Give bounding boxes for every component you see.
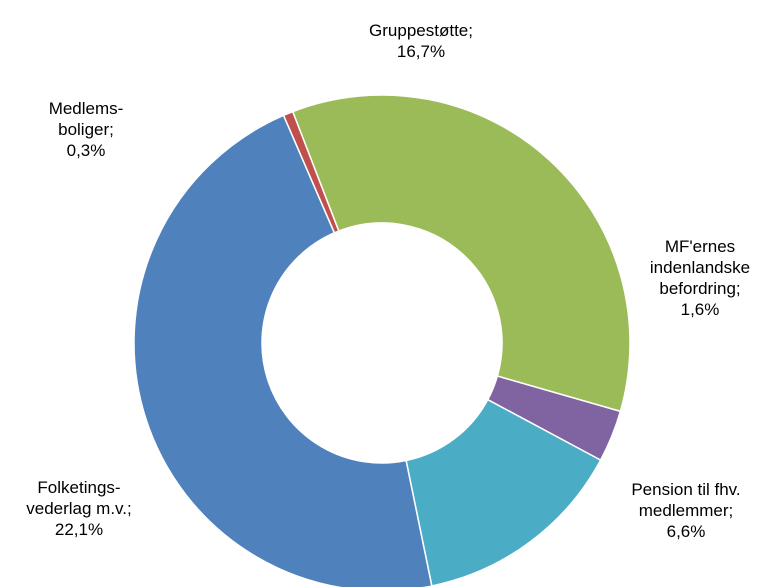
label-mf-befordring: MF'ernes indenlandske befordring; 1,6% [649, 237, 751, 319]
label-pension: Pension til fhv. medlemmer; 6,6% [631, 480, 741, 541]
label-folketingsvederlag: Folketings- vederlag m.v.; 22,1% [26, 478, 132, 539]
label-gruppestotte: Gruppestøtte; 16,7% [369, 21, 473, 61]
label-medlemsboliger: Medlems- boliger; 0,3% [48, 99, 124, 160]
slice-medlemsboliger [282, 110, 340, 234]
slice-folketingsvederlag [133, 114, 433, 587]
slice-gruppestotte [291, 94, 631, 413]
slice-pension [405, 398, 602, 587]
